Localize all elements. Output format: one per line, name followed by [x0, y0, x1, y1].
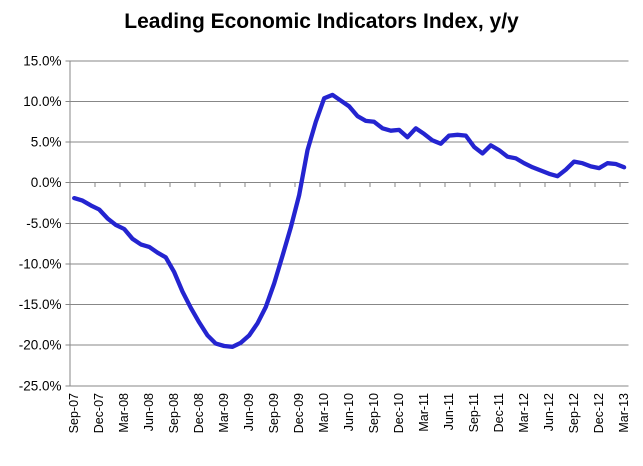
x-tick-label: Dec-10: [392, 393, 406, 433]
x-tick-label: Mar-11: [417, 393, 431, 432]
x-tick-label: Dec-09: [292, 393, 306, 433]
x-tick-label: Sep-12: [567, 393, 581, 433]
x-tick-label: Jun-09: [242, 393, 256, 431]
x-tick-label: Jun-10: [342, 393, 356, 431]
lei-series-line: [72, 92, 627, 349]
x-tick-label: Mar-10: [317, 393, 331, 433]
y-tick-label: 5.0%: [31, 135, 62, 150]
x-tick-labels: Sep-07 Dec-07 Mar-08 Jun-08 Sep-08 Dec-08 Mar-…: [67, 393, 631, 433]
x-tick-label: Mar-12: [517, 393, 531, 433]
y-tick-label: -20.0%: [19, 338, 62, 353]
y-tick-label: 10.0%: [23, 94, 61, 109]
x-tick-label: Mar-08: [117, 393, 131, 433]
y-tick-label: 15.0%: [23, 53, 61, 68]
x-tick-label: Sep-10: [367, 393, 381, 433]
x-tick-label: Dec-11: [492, 393, 506, 432]
y-tick-label: -15.0%: [19, 297, 62, 312]
x-tick-label: Sep-11: [467, 393, 481, 432]
x-tick-label: Dec-08: [192, 393, 206, 433]
y-tick-label: -5.0%: [26, 216, 61, 231]
x-tick-label: Dec-12: [592, 393, 606, 433]
x-tick-label: Sep-09: [267, 393, 281, 433]
x-tick-label: Dec-07: [92, 393, 106, 433]
y-tick-label: 0.0%: [31, 175, 62, 190]
y-tick-labels: 15.0% 10.0% 5.0% 0.0% -5.0% -10.0% -15.0% -20.0…: [19, 53, 62, 393]
x-tick-label: Mar-09: [217, 393, 231, 433]
y-axis: [65, 60, 71, 387]
x-tick-label: Jun-11: [442, 393, 456, 430]
x-tick-label: Mar-13: [617, 393, 631, 433]
x-tick-label: Sep-07: [67, 393, 81, 433]
y-tick-label: -10.0%: [19, 256, 62, 271]
x-tick-label: Jun-12: [542, 393, 556, 431]
x-tick-label: Sep-08: [167, 393, 181, 433]
x-tick-label: Jun-08: [142, 393, 156, 431]
x-axis: [69, 182, 621, 188]
gridlines: [70, 60, 629, 387]
y-tick-label: -25.0%: [19, 378, 62, 393]
chart-title: Leading Economic Indicators Index, y/y: [124, 10, 519, 33]
